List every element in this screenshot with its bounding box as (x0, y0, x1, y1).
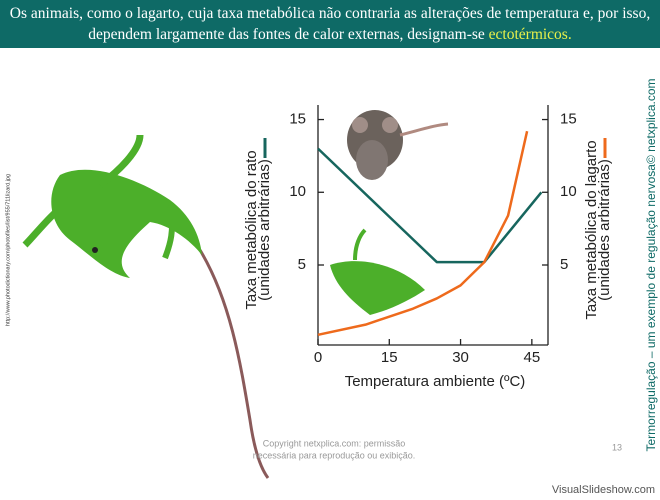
data-line (317, 130, 529, 337)
axis-label: Taxa metabólica do rato (243, 150, 260, 309)
y-tick-label: 15 (289, 111, 306, 128)
x-tick-label: 15 (381, 349, 398, 366)
x-tick-label: 30 (452, 349, 469, 366)
header-highlight: ectotérmicos. (488, 26, 572, 43)
header: Os animais, como o lagarto, cuja taxa me… (0, 0, 660, 48)
side-caption: Termorregulação – um exemplo de regulaçã… (644, 78, 658, 451)
lizard-image (22, 134, 270, 479)
image-source: http://www.photodictionary.com/photofile… (5, 174, 11, 326)
rat-image (347, 110, 449, 180)
axis-label: Taxa metabólica do lagarto (583, 140, 600, 319)
page-number: 13 (612, 442, 622, 452)
lizard-small-image (330, 228, 425, 315)
axis-label: (unidades arbitrárias) (596, 159, 613, 301)
copyright: Copyright netxplica.com: permissão (263, 438, 406, 448)
x-tick-label: 0 (314, 349, 322, 366)
watermark: VisualSlideshow.com (552, 484, 655, 496)
y2-tick-label: 10 (560, 183, 577, 200)
x-tick-label: 45 (523, 349, 540, 366)
axis-label: (unidades arbitrárias) (256, 159, 273, 301)
y-tick-label: 5 (298, 256, 306, 273)
y2-tick-label: 15 (560, 111, 577, 128)
y2-tick-label: 5 (560, 256, 568, 273)
y-tick-label: 10 (289, 183, 306, 200)
data-line (317, 147, 543, 264)
x-axis-label: Temperatura ambiente (ºC) (345, 373, 526, 390)
copyright: necessária para reprodução ou exibição. (253, 450, 416, 460)
header-text: Os animais, como o lagarto, cuja taxa me… (9, 5, 651, 43)
